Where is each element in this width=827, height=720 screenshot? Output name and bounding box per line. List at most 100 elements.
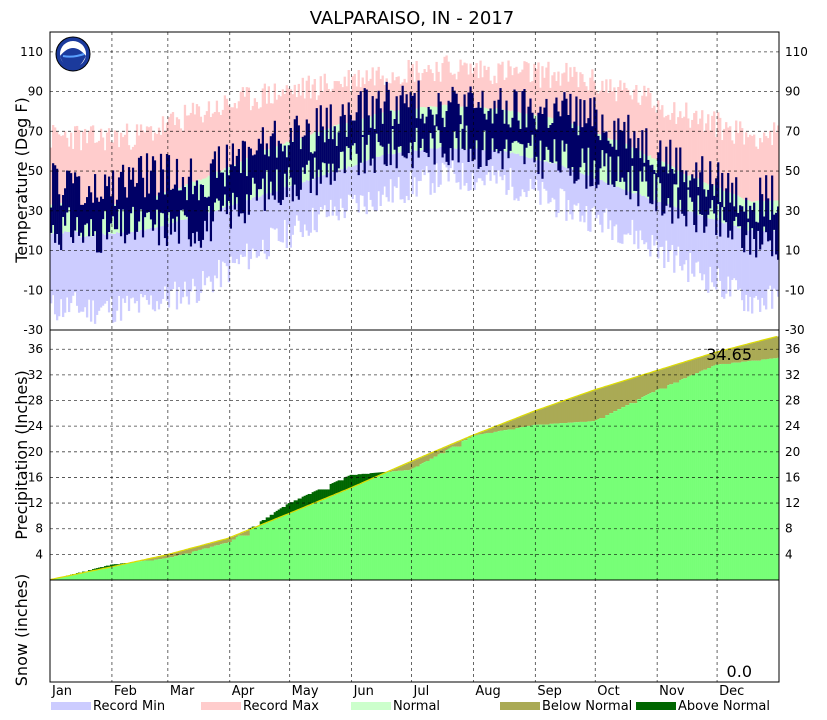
record-min-bar [565,167,568,221]
observed-precip-bar [223,543,227,580]
record-min-bar [317,176,320,215]
record-max-bar [143,132,147,201]
record-min-bar [673,206,676,273]
observed-precip-bar [153,559,157,580]
above-normal-bar [323,489,326,500]
record-min-bar [327,172,330,217]
observed-precip-bar [333,494,336,580]
below-normal-bar [453,443,456,447]
record-min-bar [65,231,69,298]
record-max-bar [613,87,616,141]
observed-precip-bar [617,409,620,580]
record-min-bar [221,207,225,262]
below-normal-bar [197,546,201,550]
record-min-bar [719,220,722,281]
normal-bar [531,115,534,158]
record-max-bar [325,83,328,129]
record-min-bar [599,179,602,225]
record-max-bar [195,104,199,182]
above-normal-bar [99,567,103,570]
below-normal-bar [537,410,540,425]
observed-precip-bar [705,369,708,580]
below-normal-bar [483,431,486,434]
below-normal-bar [161,555,165,559]
record-max-bar [687,118,690,176]
below-normal-bar [181,550,185,555]
observed-precip-bar [387,471,390,580]
record-max-bar [535,69,538,116]
record-max-bar [475,63,478,109]
record-max-bar [499,64,502,110]
below-normal-bar [551,405,554,424]
record-min-bar [377,156,380,192]
record-min-bar [483,150,486,186]
record-min-bar [681,209,684,271]
observed-precip-bar [163,558,167,580]
below-normal-bar [479,432,482,435]
below-normal-bar [583,393,586,422]
record-max-bar [545,67,548,117]
record-max-bar [495,83,498,109]
record-min-bar [181,219,185,298]
below-normal-bar [219,540,223,545]
observed-precip-bar [233,539,237,580]
record-max-bar [715,137,718,187]
observed-precip-bar [511,429,514,580]
record-min-bar [589,175,592,232]
record-min-bar [723,223,726,299]
observed-precip-bar [735,362,738,580]
record-min-bar [655,200,658,241]
observed-precip-bar [343,490,346,580]
observed-precip-bar [207,548,211,580]
observed-precip-bar [581,421,584,580]
record-min-bar [85,235,89,318]
observed-precip-bar [633,403,636,580]
record-min-bar [359,162,362,196]
record-min-bar [457,147,460,183]
observed-precip-bar [115,565,119,580]
normal-bar [609,139,612,185]
record-min-bar [533,157,536,190]
observed-precip-bar [643,396,646,580]
observed-precip-bar [625,405,628,580]
observed-precip-bar [737,362,740,580]
record-min-bar [635,192,638,231]
record-min-bar [293,185,296,226]
observed-precip-bar [87,571,91,580]
record-max-bar [225,98,229,168]
above-normal-bar [281,506,284,517]
below-normal-bar [759,341,762,361]
normal-bar [605,136,608,183]
record-min-bar [201,213,205,272]
record-min-bar [755,231,758,297]
record-min-bar [553,163,556,200]
record-max-bar [265,103,269,151]
observed-precip-bar [283,515,286,580]
normal-bar [587,130,590,176]
normal-bar [461,106,464,150]
record-max-bar [671,113,674,167]
record-max-bar [285,85,288,142]
observed-precip-bar [631,403,634,580]
observed-precip-bar [519,427,522,580]
below-normal-bar [679,363,682,380]
record-min-bar [539,160,542,205]
observed-precip-bar [385,472,388,580]
observed-precip-bar [81,572,85,580]
record-max-bar [691,119,694,177]
above-normal-bar [357,474,360,485]
record-min-bar [97,235,101,311]
normal-bar [755,201,758,232]
precip-tick-label-right: 36 [785,342,800,356]
record-max-bar [457,71,460,107]
record-max-bar [223,95,227,169]
record-min-bar [261,194,265,240]
above-normal-bar [295,500,298,511]
normal-bar [561,119,564,166]
record-min-bar [493,151,496,176]
record-max-bar [423,69,426,108]
record-max-bar [293,84,296,139]
record-min-bar [371,159,374,207]
observed-precip-bar [155,559,159,580]
record-max-bar [273,83,276,149]
